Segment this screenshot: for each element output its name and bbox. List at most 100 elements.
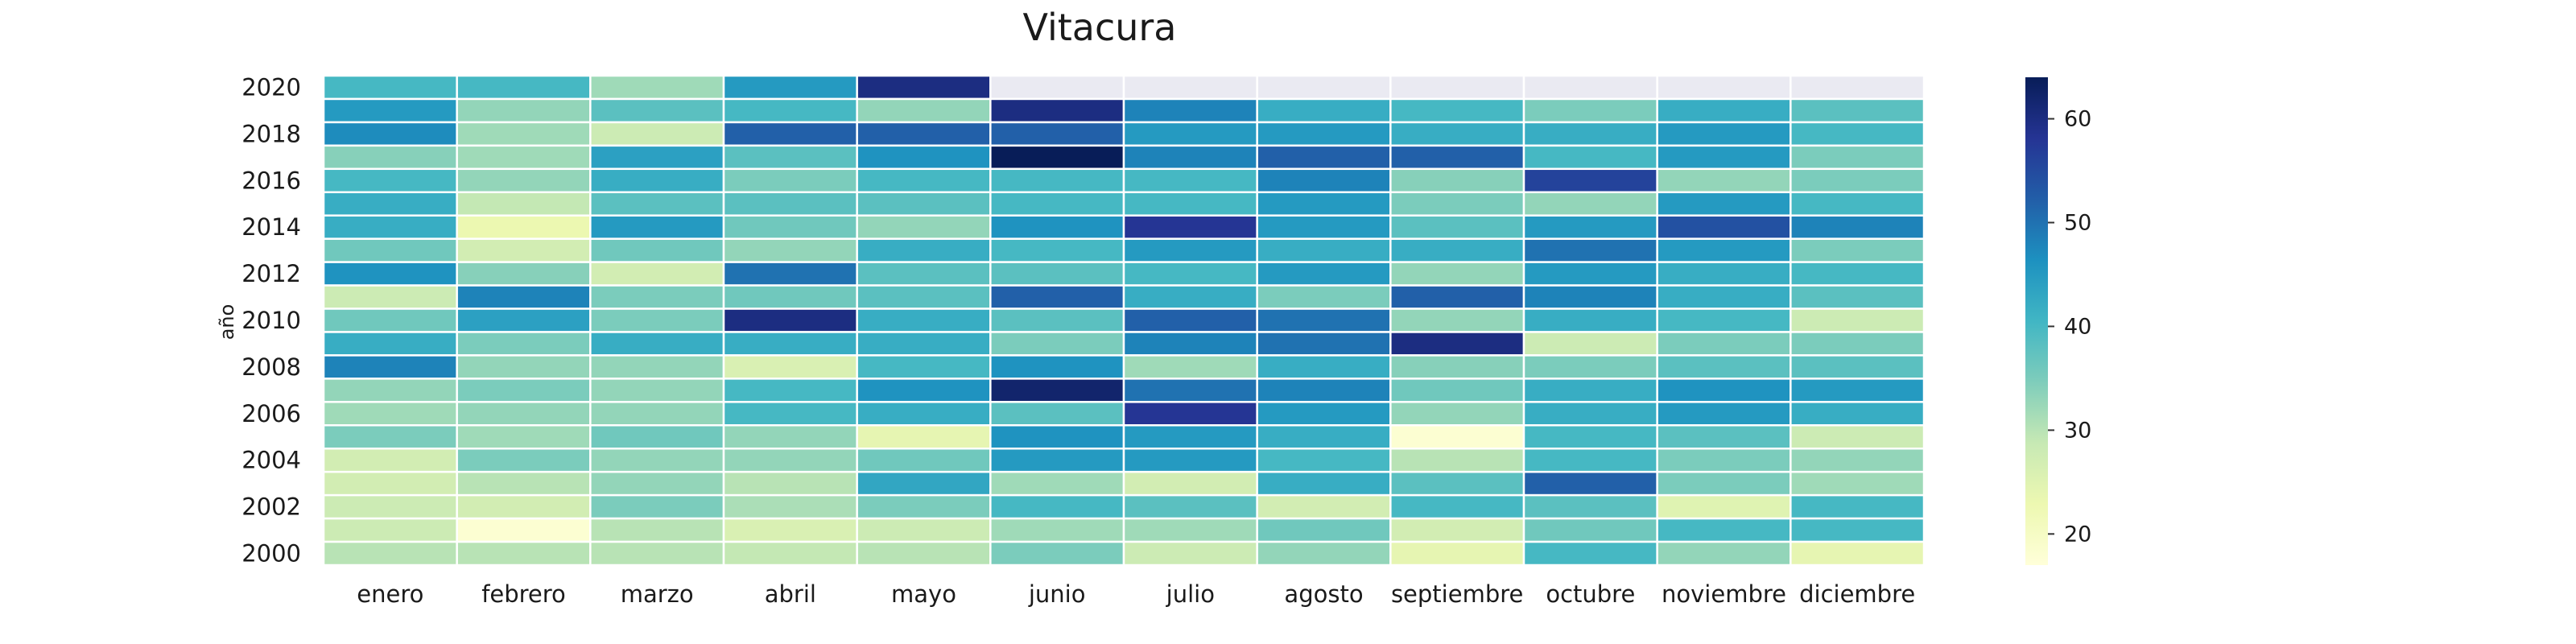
y-tick-label: 2002 bbox=[242, 493, 301, 521]
heatmap-cell bbox=[1122, 378, 1258, 403]
heatmap-cell bbox=[856, 378, 992, 403]
heatmap-cell bbox=[722, 354, 858, 380]
heatmap-cell bbox=[1522, 214, 1658, 240]
y-tick-label: 2000 bbox=[242, 540, 301, 568]
heatmap-cell bbox=[322, 191, 458, 217]
heatmap-cell bbox=[1656, 517, 1792, 543]
heatmap-cell bbox=[989, 144, 1125, 171]
y-tick-label: 2020 bbox=[242, 73, 301, 101]
y-tick-labels: 2020 2018 2016 2014 2012 2010 2008 2006 2004 2002… bbox=[242, 73, 301, 567]
heatmap-cell bbox=[989, 191, 1125, 217]
heatmap-cell bbox=[1790, 331, 1926, 357]
heatmap-cell bbox=[456, 517, 592, 543]
colorbar-tick-label: 20 bbox=[2064, 522, 2091, 547]
heatmap-cell bbox=[1522, 167, 1658, 194]
heatmap-cell bbox=[1256, 121, 1392, 147]
heatmap-cell bbox=[1122, 517, 1258, 543]
heatmap-cell bbox=[856, 74, 992, 101]
y-tick-label: 2014 bbox=[242, 213, 301, 241]
heatmap-cell bbox=[722, 237, 858, 263]
heatmap-cell bbox=[1790, 97, 1926, 124]
heatmap-cell bbox=[1790, 284, 1926, 310]
heatmap-cell bbox=[856, 540, 992, 567]
heatmap-cell bbox=[722, 424, 858, 450]
heatmap-cell bbox=[1389, 493, 1525, 520]
heatmap-cell bbox=[1256, 214, 1392, 240]
heatmap-cell bbox=[722, 97, 858, 124]
x-tick-label: junio bbox=[1028, 580, 1086, 608]
heatmap-cell bbox=[1389, 97, 1525, 124]
y-tick-label: 2016 bbox=[242, 167, 301, 194]
y-tick-label: 2006 bbox=[242, 400, 301, 427]
heatmap-cell bbox=[1790, 493, 1926, 520]
heatmap-cell bbox=[456, 144, 592, 171]
heatmap-cell bbox=[456, 74, 592, 101]
heatmap-cell bbox=[1389, 237, 1525, 263]
heatmap-cell bbox=[1522, 97, 1658, 124]
heatmap-cell bbox=[1790, 237, 1926, 263]
heatmap-cell bbox=[856, 121, 992, 147]
heatmap-cell bbox=[989, 493, 1125, 520]
heatmap-cell bbox=[1790, 144, 1926, 171]
heatmap-cell bbox=[1389, 354, 1525, 380]
x-tick-label: septiembre bbox=[1391, 580, 1523, 608]
x-tick-label: octubre bbox=[1546, 580, 1635, 608]
heatmap-cell bbox=[1656, 401, 1792, 427]
heatmap-cell bbox=[589, 308, 725, 333]
heatmap-cell bbox=[1256, 354, 1392, 380]
heatmap-cell bbox=[1122, 237, 1258, 263]
heatmap-cell bbox=[456, 191, 592, 217]
heatmap-cell bbox=[322, 214, 458, 240]
heatmap-cell bbox=[322, 97, 458, 124]
heatmap-cell bbox=[322, 447, 458, 473]
heatmap-cell bbox=[989, 74, 1125, 101]
heatmap-cell bbox=[1522, 121, 1658, 147]
heatmap-cell bbox=[1790, 261, 1926, 287]
heatmap-cell bbox=[1389, 517, 1525, 543]
heatmap-cell bbox=[456, 308, 592, 333]
heatmap-cell bbox=[1389, 308, 1525, 333]
heatmap-cell bbox=[1790, 517, 1926, 543]
heatmap-cell bbox=[456, 354, 592, 380]
heatmap-cell bbox=[1522, 308, 1658, 333]
heatmap-cell bbox=[856, 237, 992, 263]
heatmap-cell bbox=[322, 354, 458, 380]
heatmap-cell bbox=[322, 261, 458, 287]
heatmap-cell bbox=[722, 167, 858, 194]
heatmap-cell bbox=[722, 447, 858, 473]
heatmap-cell bbox=[1122, 354, 1258, 380]
heatmap-cell bbox=[989, 331, 1125, 357]
heatmap-cell bbox=[989, 401, 1125, 427]
heatmap-cell bbox=[1522, 540, 1658, 567]
heatmap-cell bbox=[1122, 167, 1258, 194]
y-tick-label: 2012 bbox=[242, 260, 301, 287]
heatmap-cell bbox=[589, 493, 725, 520]
heatmap-cell bbox=[1389, 121, 1525, 147]
heatmap-cell bbox=[589, 378, 725, 403]
heatmap-cell bbox=[1790, 540, 1926, 567]
heatmap-cell bbox=[589, 121, 725, 147]
heatmap-cell bbox=[1656, 378, 1792, 403]
heatmap-cell bbox=[1656, 74, 1792, 101]
heatmap-cell bbox=[1790, 470, 1926, 497]
heatmap-cell bbox=[1122, 493, 1258, 520]
heatmap-cell bbox=[456, 97, 592, 124]
heatmap-cell bbox=[1122, 540, 1258, 567]
heatmap-cell bbox=[1522, 401, 1658, 427]
heatmap-cell bbox=[1522, 354, 1658, 380]
heatmap-cell bbox=[589, 284, 725, 310]
heatmap-cell bbox=[589, 447, 725, 473]
heatmap-cell bbox=[1389, 167, 1525, 194]
heatmap-cell bbox=[1656, 97, 1792, 124]
heatmap-cell bbox=[1256, 447, 1392, 473]
heatmap-cell bbox=[322, 401, 458, 427]
heatmap-cell bbox=[989, 121, 1125, 147]
heatmap-cell bbox=[322, 121, 458, 147]
heatmap-cell bbox=[322, 237, 458, 263]
heatmap-cell bbox=[1656, 331, 1792, 357]
heatmap-cell bbox=[1389, 378, 1525, 403]
heatmap-cell bbox=[1256, 97, 1392, 124]
heatmap-cell bbox=[1790, 447, 1926, 473]
heatmap-cell bbox=[1656, 121, 1792, 147]
heatmap-cell bbox=[1656, 493, 1792, 520]
